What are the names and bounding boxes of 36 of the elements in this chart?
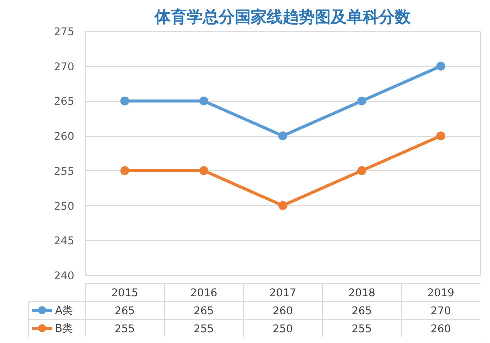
point xyxy=(358,166,366,176)
y-tick-label: 260 xyxy=(54,130,75,144)
x-tick-label: 2016 xyxy=(190,286,218,300)
y-tick-label: 265 xyxy=(54,95,75,108)
data-label: 265 xyxy=(352,304,372,318)
x-tick-label: 2018 xyxy=(348,286,376,300)
x-tick-label: 2017 xyxy=(269,286,297,300)
y-tick-label: 245 xyxy=(54,234,75,248)
data-label: 260 xyxy=(272,304,294,318)
y-tick-label: 270 xyxy=(54,60,75,74)
x-tick-label: 2015 xyxy=(111,286,139,300)
data-label: 255 xyxy=(114,322,136,336)
legend-label: A类 xyxy=(55,304,74,317)
data-label: 255 xyxy=(352,322,372,336)
point xyxy=(278,201,288,210)
point xyxy=(120,96,130,106)
y-tick-label: 250 xyxy=(54,200,75,213)
point xyxy=(436,132,446,141)
y-tick-label: 240 xyxy=(54,270,75,282)
data-label: 250 xyxy=(272,322,294,336)
chart-title: 体育学总分国家线趋势图及单科分数 xyxy=(154,8,412,26)
y-tick-label: 255 xyxy=(54,164,75,178)
point xyxy=(278,132,288,141)
point xyxy=(436,62,446,71)
data-label: 265 xyxy=(114,304,136,318)
point xyxy=(200,166,208,176)
data-label: 265 xyxy=(194,304,214,318)
point xyxy=(358,96,366,106)
data-label: 255 xyxy=(194,322,214,336)
y-tick-label: 275 xyxy=(54,26,75,38)
legend-label: B类 xyxy=(55,322,74,335)
point xyxy=(120,166,130,176)
data-label: 270 xyxy=(430,304,452,318)
x-tick-label: 2019 xyxy=(427,286,455,300)
point xyxy=(200,96,208,106)
data-label: 260 xyxy=(430,322,452,336)
